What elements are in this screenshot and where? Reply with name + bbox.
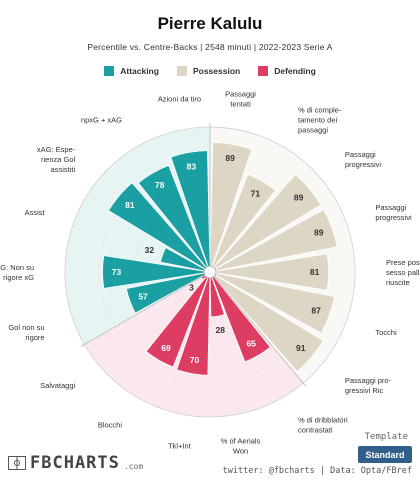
category-label: Tkl+Int [168, 441, 192, 450]
group-separator [80, 271, 211, 347]
brand-logo: FBCHARTS .com [8, 453, 143, 473]
category-label: % di dribblatori contrastati [298, 415, 348, 434]
value-label: 28 [215, 325, 225, 335]
category-label: Passaggi tentati [225, 90, 256, 109]
pitch-icon [8, 456, 26, 470]
legend-label-defending: Defending [274, 66, 316, 76]
legend-label-attacking: Attacking [120, 66, 159, 76]
legend-item-defending: Defending [258, 66, 316, 76]
credits: twitter: @fbcharts | Data: Opta/FBref [222, 466, 412, 476]
value-label: 89 [294, 193, 304, 203]
background-sector [84, 275, 207, 384]
value-label: 69 [161, 343, 171, 353]
value-label: 89 [225, 153, 235, 163]
legend-swatch-possession [176, 66, 187, 76]
category-label: Passaggi progressivi [345, 150, 382, 169]
legend-swatch-defending [258, 66, 269, 76]
value-label: 65 [246, 338, 256, 348]
category-label: Passaggi pro-gressivi Ric [345, 376, 392, 395]
value-label: 81 [125, 200, 135, 210]
template-label: Template [364, 432, 408, 442]
legend-item-possession: Possession [176, 66, 241, 76]
value-label: 78 [155, 180, 165, 190]
page-subtitle: Percentile vs. Centre-Backs | 2548 minut… [87, 42, 333, 52]
value-label: 71 [251, 188, 261, 198]
brand-name: FBCHARTS [30, 453, 120, 473]
group-separator [209, 271, 307, 387]
template-selector[interactable]: Standard [358, 446, 412, 463]
brand-suffix: .com [123, 461, 144, 471]
value-label: 91 [296, 343, 306, 353]
category-label: Prese pos-sesso palla riuscite [386, 258, 420, 287]
category-label: Salvataggi [40, 381, 75, 390]
value-label: 32 [145, 245, 155, 255]
value-label: 3 [189, 283, 194, 293]
legend-item-attacking: Attacking [104, 66, 159, 76]
legend: Attacking Possession Defending [0, 66, 420, 76]
category-label: % of Aerials Won [221, 436, 261, 455]
category-label: Gol non su rigore [8, 323, 44, 342]
value-label: 73 [112, 267, 122, 277]
category-label: Azioni da tiro [158, 95, 201, 104]
value-label: 83 [187, 161, 197, 171]
radar-plot: 89 71 89 89 81 87 91 65 28 70 69 3 57 73 32 81 78 83 Passa… [0, 90, 420, 456]
value-label: 87 [311, 306, 321, 316]
category-label: Passaggi progressivi [375, 203, 412, 222]
legend-swatch-attacking [104, 66, 115, 76]
value-label: 57 [138, 291, 148, 301]
center-circle [203, 265, 217, 279]
category-label: Blocchi [98, 420, 123, 429]
category-label: npxG + xAG [81, 116, 122, 125]
category-label: Assist [25, 208, 46, 217]
page-title: Pierre Kalulu [157, 14, 263, 33]
value-label: 89 [314, 227, 324, 237]
category-label: Tocchi [375, 328, 397, 337]
category-label: xAG: Espe-rienza Gol assistiti [37, 145, 76, 174]
legend-label-possession: Possession [192, 66, 241, 76]
value-label: 70 [190, 355, 200, 365]
category-label: % di comple-tamento dei passaggi [298, 106, 342, 135]
value-label: 81 [310, 267, 320, 277]
